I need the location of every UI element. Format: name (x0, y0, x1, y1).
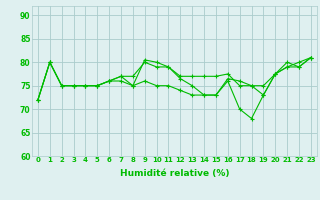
X-axis label: Humidité relative (%): Humidité relative (%) (120, 169, 229, 178)
